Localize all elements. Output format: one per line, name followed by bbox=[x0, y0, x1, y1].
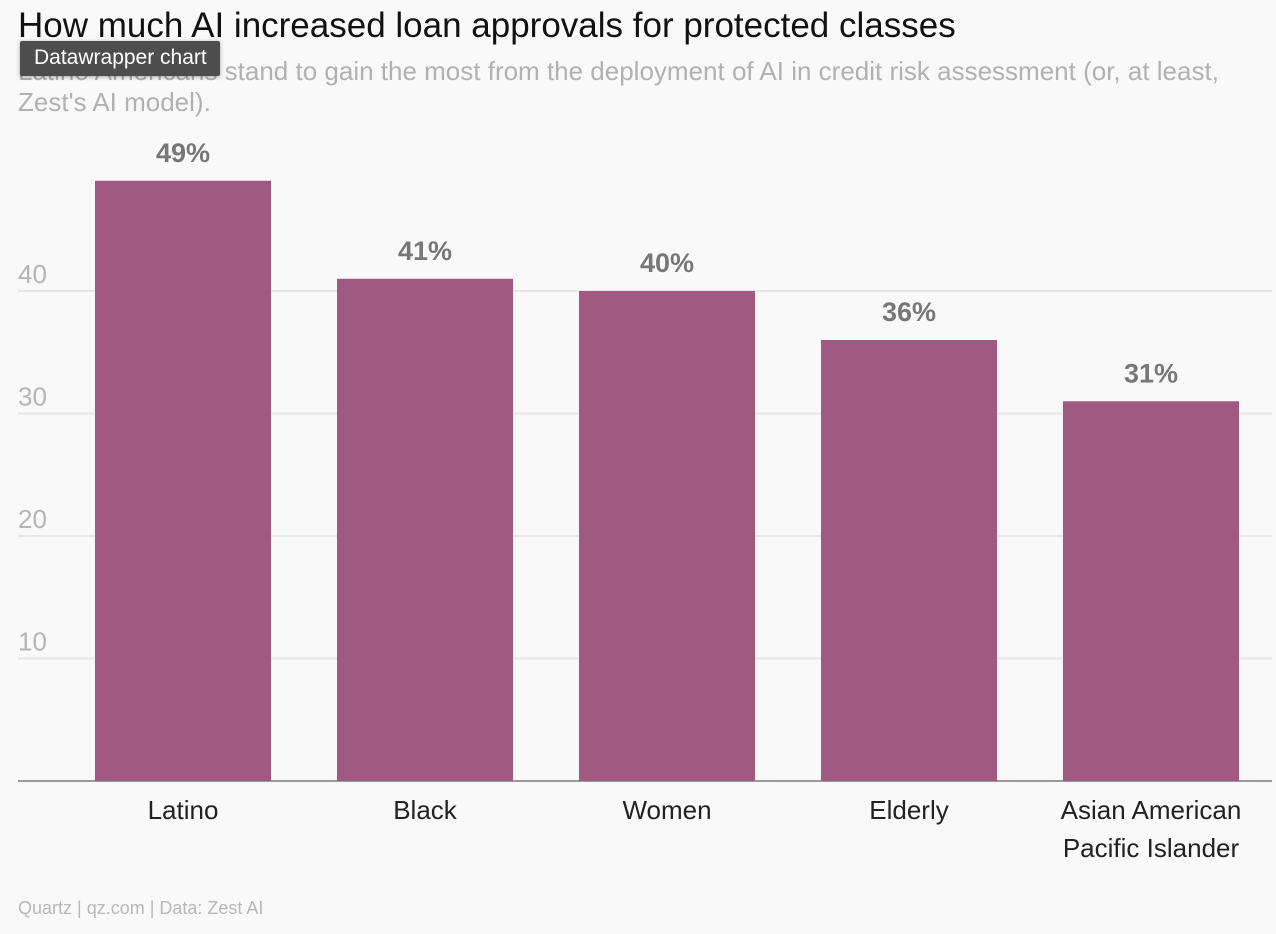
labels: 10 20 30 40 49% Latino 41% Black 40% Women 36% Elde… bbox=[18, 138, 1241, 863]
value-label-3: 36% bbox=[882, 297, 936, 327]
y-tick-label-30: 30 bbox=[18, 382, 47, 412]
chart-title: How much AI increased loan approvals for… bbox=[18, 6, 956, 45]
bar-black bbox=[337, 278, 513, 781]
bar-asian-american-pacific-islander bbox=[1063, 401, 1239, 781]
value-label-4: 31% bbox=[1124, 358, 1178, 388]
y-tick-label-10: 10 bbox=[18, 627, 47, 657]
bars bbox=[95, 180, 1239, 781]
value-label-2: 40% bbox=[640, 248, 694, 278]
category-label-4: Asian American Pacific Islander bbox=[1061, 795, 1242, 863]
bar-latino bbox=[95, 180, 271, 781]
category-label-0: Latino bbox=[148, 795, 219, 825]
bar-women bbox=[579, 291, 755, 781]
category-label-2: Women bbox=[622, 795, 711, 825]
category-label-1: Black bbox=[393, 795, 458, 825]
chart-source: Quartz | qz.com | Data: Zest AI bbox=[18, 898, 264, 918]
y-tick-label-40: 40 bbox=[18, 259, 47, 289]
value-label-1: 41% bbox=[398, 236, 452, 266]
value-label-0: 49% bbox=[156, 138, 210, 168]
bar-elderly bbox=[821, 340, 997, 781]
datawrapper-tooltip: Datawrapper chart bbox=[20, 41, 220, 76]
y-tick-label-20: 20 bbox=[18, 504, 47, 534]
category-label-3: Elderly bbox=[869, 795, 948, 825]
